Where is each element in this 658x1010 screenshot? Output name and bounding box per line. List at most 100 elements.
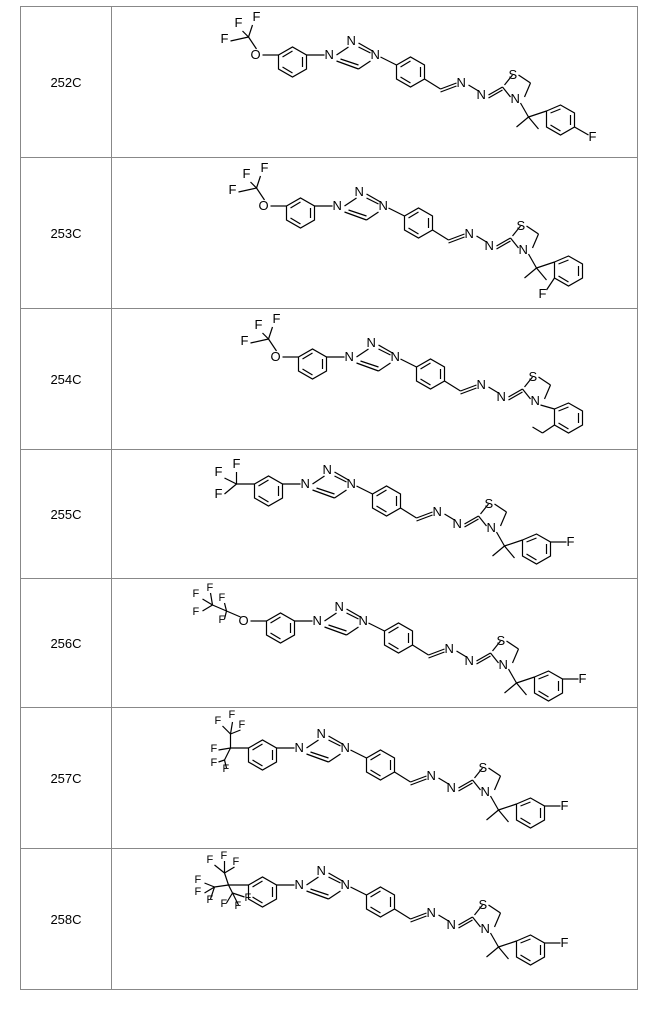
svg-text:F: F bbox=[561, 935, 569, 950]
compound-id: 256C bbox=[50, 636, 81, 651]
compound-id-cell: 253C bbox=[21, 158, 112, 309]
svg-text:S: S bbox=[479, 897, 488, 912]
compound-id-cell: 254C bbox=[21, 309, 112, 450]
svg-text:N: N bbox=[295, 740, 304, 755]
svg-text:N: N bbox=[295, 877, 304, 892]
table-row: 253C F F F O N N N N N S N F bbox=[21, 158, 638, 309]
svg-text:F: F bbox=[235, 900, 242, 912]
svg-text:F: F bbox=[207, 894, 214, 906]
page: 252C F F F O N N N N N S N F bbox=[0, 0, 658, 1010]
svg-text:F: F bbox=[253, 9, 261, 24]
svg-text:N: N bbox=[465, 226, 474, 241]
structure-cell: F F F N N N N N S N F bbox=[112, 450, 638, 579]
svg-text:N: N bbox=[359, 613, 368, 628]
svg-text:N: N bbox=[447, 917, 456, 932]
svg-text:F: F bbox=[211, 757, 218, 769]
svg-text:N: N bbox=[427, 905, 436, 920]
svg-text:F: F bbox=[221, 31, 229, 46]
svg-text:S: S bbox=[497, 633, 506, 648]
svg-text:N: N bbox=[347, 33, 356, 48]
svg-text:F: F bbox=[241, 333, 249, 348]
molecule-svg: F F F O N N N N N S N F bbox=[112, 7, 637, 157]
table-row: 257C F F F F F F N N N N N S N F bbox=[21, 708, 638, 849]
svg-text:N: N bbox=[341, 877, 350, 892]
structure-254c: F F F O N N N N N S N bbox=[112, 309, 637, 449]
svg-text:N: N bbox=[333, 198, 342, 213]
svg-text:N: N bbox=[453, 516, 462, 531]
svg-text:N: N bbox=[335, 599, 344, 614]
svg-text:F: F bbox=[273, 311, 281, 326]
table-row: 254C F F F O N N N N N S N bbox=[21, 309, 638, 450]
svg-text:N: N bbox=[379, 198, 388, 213]
svg-text:F: F bbox=[243, 166, 251, 181]
structure-cell: F F F F F O N N N N N S N F bbox=[112, 579, 638, 708]
svg-text:S: S bbox=[509, 67, 518, 82]
svg-text:F: F bbox=[219, 592, 226, 604]
molecule-svg: F F F N N N N N S N F bbox=[112, 450, 637, 578]
svg-text:F: F bbox=[207, 854, 214, 866]
molecule-svg: F F F F F F N N N N N S N F bbox=[112, 708, 637, 848]
structure-253c: F F F O N N N N N S N F bbox=[112, 158, 637, 308]
svg-text:F: F bbox=[195, 874, 202, 886]
structure-cell: F F F O N N N N N S N bbox=[112, 309, 638, 450]
svg-text:N: N bbox=[481, 784, 490, 799]
svg-text:N: N bbox=[391, 349, 400, 364]
svg-text:N: N bbox=[301, 476, 310, 491]
svg-text:N: N bbox=[487, 520, 496, 535]
svg-text:F: F bbox=[215, 486, 223, 501]
compound-id-cell: 257C bbox=[21, 708, 112, 849]
structure-255c: F F F N N N N N S N F bbox=[112, 450, 637, 578]
svg-text:F: F bbox=[193, 588, 200, 600]
svg-text:F: F bbox=[215, 715, 222, 727]
svg-text:N: N bbox=[457, 75, 466, 90]
svg-text:F: F bbox=[219, 614, 226, 626]
compound-id-cell: 258C bbox=[21, 849, 112, 990]
compound-id-cell: 256C bbox=[21, 579, 112, 708]
svg-text:F: F bbox=[235, 15, 243, 30]
table-row: 258C FFF FFF FFF N N N N N S N F bbox=[21, 849, 638, 990]
structure-256c: F F F F F O N N N N N S N F bbox=[112, 579, 637, 707]
svg-text:F: F bbox=[539, 286, 547, 301]
svg-text:N: N bbox=[477, 377, 486, 392]
svg-text:N: N bbox=[531, 393, 540, 408]
svg-text:S: S bbox=[485, 496, 494, 511]
structure-cell: F F F F F F N N N N N S N F bbox=[112, 708, 638, 849]
svg-text:N: N bbox=[485, 238, 494, 253]
svg-text:F: F bbox=[233, 456, 241, 471]
svg-text:N: N bbox=[445, 641, 454, 656]
compound-table: 252C F F F O N N N N N S N F bbox=[20, 6, 638, 990]
svg-text:O: O bbox=[239, 613, 249, 628]
structure-257c: F F F F F F N N N N N S N F bbox=[112, 708, 637, 848]
molecule-svg: FFF FFF FFF N N N N N S N F bbox=[112, 849, 637, 989]
svg-text:N: N bbox=[477, 87, 486, 102]
svg-text:N: N bbox=[497, 389, 506, 404]
table-row: 256C F F F F F O N N N N N S N F bbox=[21, 579, 638, 708]
svg-text:N: N bbox=[433, 504, 442, 519]
compound-id-cell: 252C bbox=[21, 7, 112, 158]
svg-text:N: N bbox=[347, 476, 356, 491]
svg-text:S: S bbox=[479, 760, 488, 775]
compound-id: 253C bbox=[50, 226, 81, 241]
svg-text:F: F bbox=[239, 719, 246, 731]
svg-text:F: F bbox=[561, 798, 569, 813]
svg-text:F: F bbox=[221, 850, 228, 862]
svg-text:F: F bbox=[233, 856, 240, 868]
svg-text:F: F bbox=[229, 182, 237, 197]
svg-text:F: F bbox=[261, 160, 269, 175]
structure-cell: F F F O N N N N N S N F bbox=[112, 158, 638, 309]
svg-text:N: N bbox=[447, 780, 456, 795]
svg-text:N: N bbox=[317, 726, 326, 741]
svg-text:N: N bbox=[499, 657, 508, 672]
compound-id: 255C bbox=[50, 507, 81, 522]
table-row: 255C F F F N N N N N S N F bbox=[21, 450, 638, 579]
structure-252c: F F F O N N N N N S N F bbox=[112, 7, 637, 157]
svg-text:N: N bbox=[355, 184, 364, 199]
svg-text:N: N bbox=[511, 91, 520, 106]
compound-id-cell: 255C bbox=[21, 450, 112, 579]
compound-id: 252C bbox=[50, 75, 81, 90]
svg-text:N: N bbox=[427, 768, 436, 783]
svg-text:S: S bbox=[529, 369, 538, 384]
structure-cell: FFF FFF FFF N N N N N S N F bbox=[112, 849, 638, 990]
svg-text:F: F bbox=[567, 534, 575, 549]
svg-text:N: N bbox=[323, 462, 332, 477]
